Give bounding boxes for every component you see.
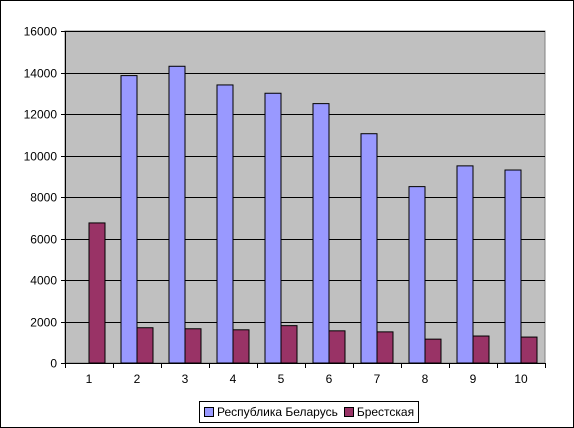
y-tick-label: 16000	[24, 25, 58, 39]
bar-series-2-cat-10	[520, 336, 538, 364]
bar-series-1-cat-9	[456, 165, 474, 364]
bar-series-2-cat-2	[136, 327, 154, 364]
legend-item-series-2: Брестская	[343, 405, 415, 419]
y-tick-label: 2000	[30, 316, 57, 330]
legend-item-series-1: Республика Беларусь	[204, 405, 338, 419]
y-axis-ticks: 0 2000 4000 6000 8000 10000 12000 14000 16000	[24, 25, 65, 371]
bar-series-1-cat-3	[168, 65, 186, 364]
bar-series-2-cat-8	[424, 338, 442, 364]
x-tick-label: 9	[470, 372, 477, 386]
bar-series-1-cat-7	[360, 133, 378, 364]
bar-series-2-cat-9	[472, 335, 490, 364]
x-tick-label: 4	[230, 372, 237, 386]
legend: Республика Беларусь Брестская	[199, 401, 420, 423]
x-tick-label: 2	[134, 372, 141, 386]
y-tick-label: 4000	[30, 274, 57, 288]
y-tick-label: 12000	[24, 108, 58, 122]
bar-series-1-cat-2	[120, 75, 138, 364]
x-tick-label: 5	[278, 372, 285, 386]
x-tick-label: 7	[374, 372, 381, 386]
x-axis-ticks: 1 2 3 4 5 6 7 8 9 10	[65, 363, 546, 386]
bar-series-1-cat-6	[312, 103, 330, 364]
y-tick-label: 14000	[24, 67, 58, 81]
legend-label-series-2: Брестская	[356, 405, 415, 419]
bar-series-2-cat-5	[280, 325, 298, 364]
y-tick-label: 8000	[30, 191, 57, 205]
bar-series-2-cat-6	[328, 330, 346, 364]
legend-label-series-1: Республика Беларусь	[217, 405, 338, 419]
legend-swatch-series-1	[204, 407, 214, 417]
x-tick-label: 8	[422, 372, 429, 386]
bar-series-1-cat-4	[216, 84, 234, 364]
y-tick-label: 6000	[30, 233, 57, 247]
legend-swatch-series-2	[343, 407, 354, 417]
bar-series-2-cat-1	[88, 222, 106, 364]
x-tick-label: 3	[182, 372, 189, 386]
x-tick-label: 6	[326, 372, 333, 386]
bar-series-1-cat-8	[408, 186, 426, 364]
bars	[88, 65, 538, 364]
x-tick-label: 1	[86, 372, 93, 386]
bar-series-2-cat-7	[376, 331, 394, 364]
bar-series-1-cat-5	[264, 92, 282, 364]
bar-series-2-cat-4	[232, 329, 250, 364]
y-tick-label: 10000	[24, 150, 58, 164]
x-tick-label: 10	[514, 372, 528, 386]
bar-series-2-cat-3	[184, 328, 202, 364]
bar-series-1-cat-10	[504, 169, 522, 364]
y-tick-label: 0	[50, 357, 57, 371]
